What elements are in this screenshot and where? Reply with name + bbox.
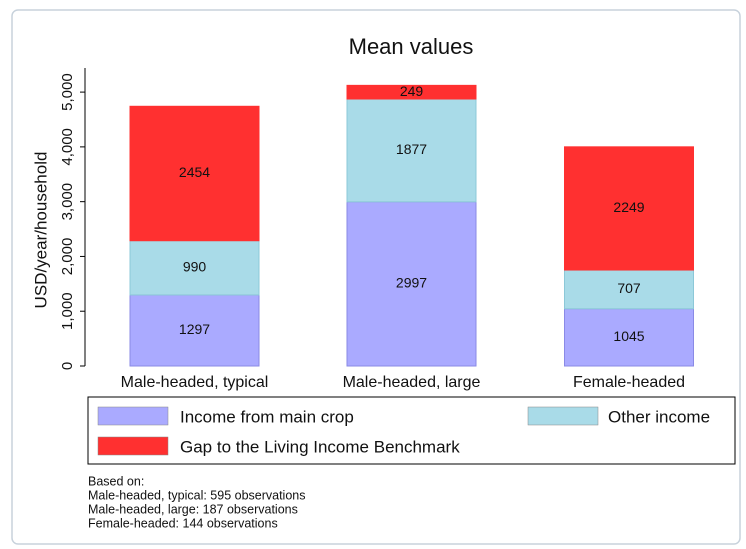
plot: 0 1,000 2,000 3,000 4,000 5,000 Male-headed, t… [59, 73, 710, 530]
bar-segment [346, 84, 477, 100]
value-label: 1045 [613, 328, 644, 344]
x-tick-label: Male-headed, typical [121, 374, 269, 391]
legend-label: Income from main crop [180, 407, 354, 426]
legend [87, 396, 736, 465]
y-tick-label: 4,000 [59, 128, 76, 166]
value-label: 1877 [396, 141, 427, 157]
bar-segment [564, 308, 694, 367]
note: Based on: [88, 474, 144, 488]
bar-segment [346, 98, 477, 203]
note: Male-headed, large: 187 observations [88, 502, 298, 516]
y-tick-label: 3,000 [59, 183, 76, 221]
note: Male-headed, typical: 595 observations [88, 488, 306, 502]
chart-title: Mean values [349, 34, 474, 59]
y-axis-label: USD/year/household [31, 152, 50, 309]
bar-segment [129, 294, 260, 367]
legend-swatch [97, 406, 169, 426]
value-label: 1297 [179, 321, 210, 337]
y-tick-label: 0 [59, 362, 76, 370]
bar-segment [346, 201, 477, 367]
y-tick-label: 2,000 [59, 238, 76, 276]
value-label: 249 [400, 83, 424, 99]
bar-segment [129, 105, 260, 242]
bar-segment [564, 146, 694, 271]
x-tick-label: Female-headed [573, 374, 685, 391]
legend-swatch [527, 406, 599, 426]
value-label: 707 [617, 280, 641, 296]
bar-segment [129, 240, 260, 296]
value-label: 990 [183, 259, 207, 275]
value-label: 2454 [179, 164, 210, 180]
y-tick-label: 5,000 [59, 73, 76, 111]
y-tick-label: 1,000 [59, 292, 76, 330]
value-label: 2997 [396, 275, 427, 291]
legend-swatch [97, 436, 169, 456]
legend-label: Gap to the Living Income Benchmark [180, 437, 460, 456]
note: Female-headed: 144 observations [88, 516, 278, 530]
x-tick-label: Male-headed, large [343, 374, 481, 391]
legend-label: Other income [608, 407, 710, 426]
value-label: 2249 [613, 199, 644, 215]
